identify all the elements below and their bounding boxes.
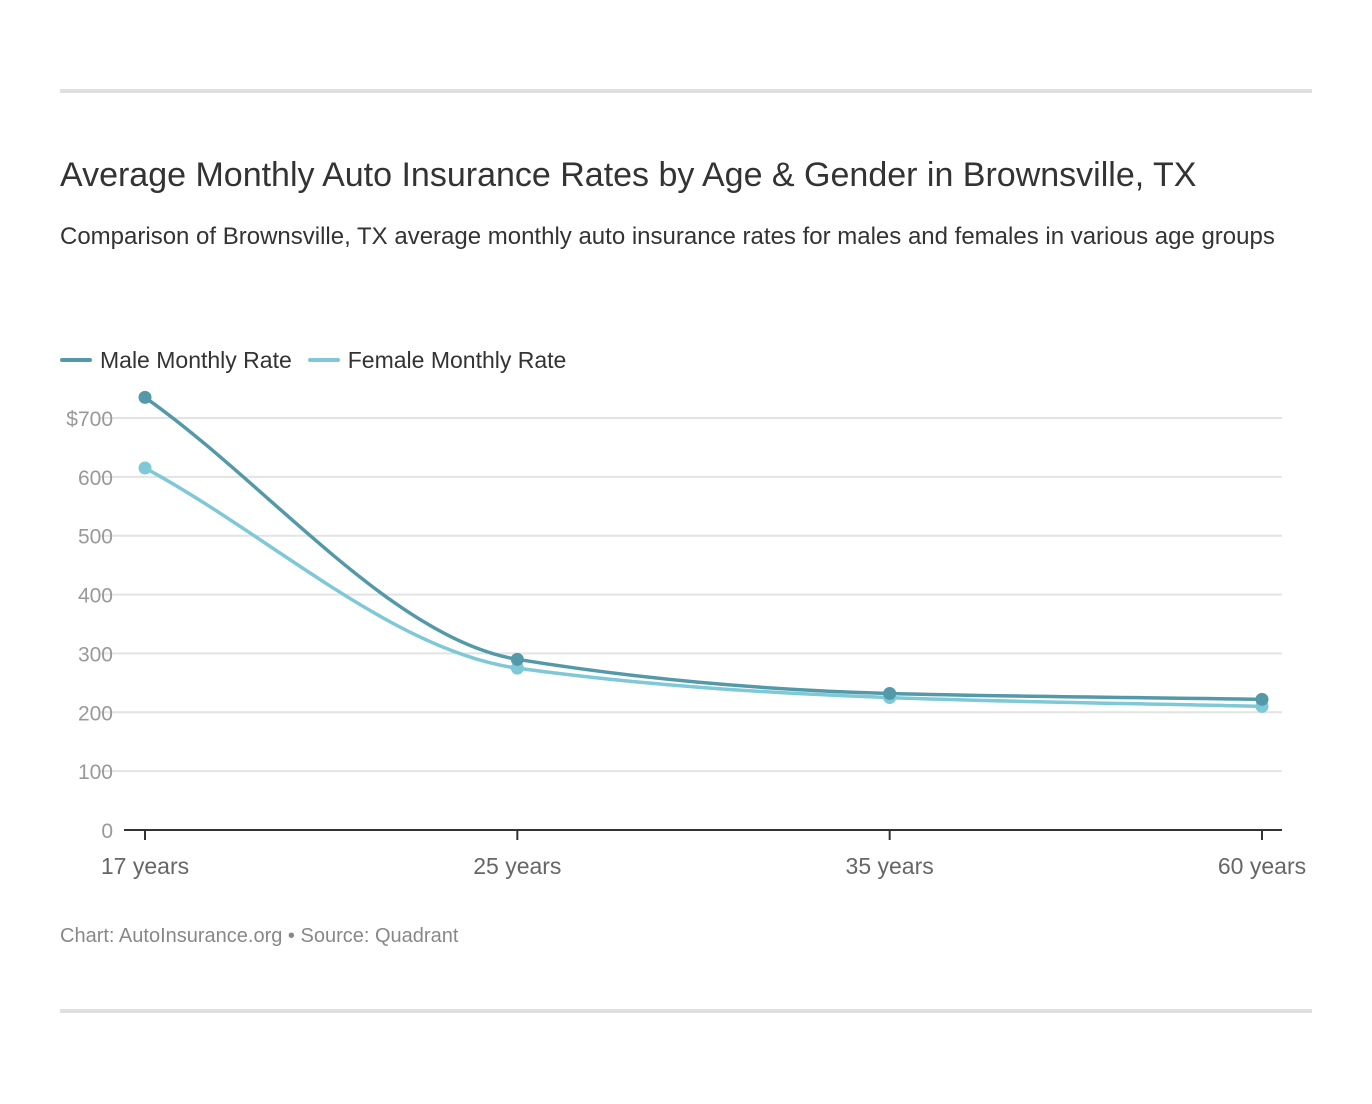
footer-chart-label: Chart: — [60, 925, 115, 947]
y-tick-label: 500 — [78, 526, 113, 549]
data-point-male — [883, 686, 897, 700]
top-divider — [60, 89, 1312, 93]
chart-subtitle: Comparison of Brownsville, TX average mo… — [60, 223, 1275, 250]
footer-separator: • — [287, 925, 295, 947]
footer-source-label: Source: — [300, 925, 370, 947]
data-point-male — [138, 390, 152, 404]
x-tick-label: 60 years — [1218, 853, 1306, 879]
legend-swatch-male — [60, 358, 92, 362]
footer-source-name: Quadrant — [375, 925, 459, 947]
series-line-male — [143, 395, 1264, 702]
chart-footer: Chart: AutoInsurance.org • Source: Quadr… — [60, 923, 458, 949]
y-tick-label: 100 — [78, 761, 113, 784]
y-tick-label: 400 — [78, 585, 113, 608]
y-tick-label: 300 — [78, 643, 113, 666]
legend-item-female[interactable]: Female Monthly Rate — [307, 346, 567, 374]
chart-title: Average Monthly Auto Insurance Rates by … — [60, 156, 1197, 194]
data-point-male — [510, 652, 524, 666]
data-point-female — [138, 461, 152, 475]
x-tick-label: 17 years — [101, 853, 189, 879]
y-tick-label: $700 — [66, 408, 113, 431]
y-tick-label: 600 — [78, 467, 113, 490]
x-tick-label: 35 years — [846, 853, 934, 879]
series-line-female — [143, 466, 1264, 709]
legend-item-male[interactable]: Male Monthly Rate — [60, 347, 292, 374]
footer-chart-source[interactable]: AutoInsurance.org — [118, 925, 283, 947]
legend-label-female: Female Monthly Rate — [347, 346, 567, 373]
legend-label-male: Male Monthly Rate — [100, 346, 292, 373]
y-axis-ticks: 0 100 200 300 400 500 600 $700 — [66, 408, 113, 843]
y-tick-label: 0 — [101, 820, 113, 843]
data-point-male — [1255, 692, 1269, 706]
x-tick-label: 25 years — [473, 853, 561, 879]
legend-swatch-female — [307, 358, 340, 362]
series-markers — [138, 390, 1269, 713]
bottom-divider — [60, 1009, 1312, 1013]
series-lines — [143, 395, 1264, 709]
x-axis: 17 years 25 years 35 years 60 years — [101, 829, 1306, 879]
chart-legend: Male Monthly Rate Female Monthly Rate — [60, 344, 582, 376]
grid-lines — [100, 417, 1282, 773]
y-tick-label: 200 — [78, 702, 113, 725]
